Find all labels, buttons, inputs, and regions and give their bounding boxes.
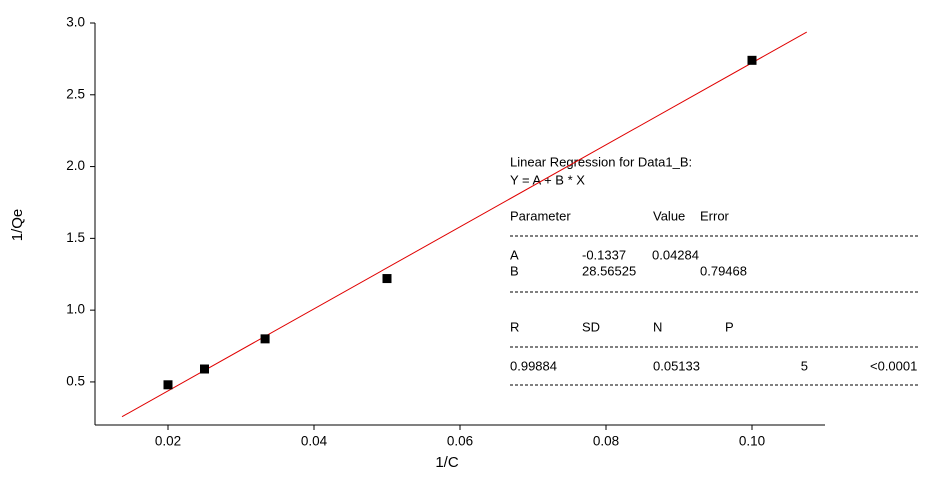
regression-equation: Y = A + B * X xyxy=(510,172,585,187)
data-point xyxy=(382,274,392,284)
x-tick-label: 0.08 xyxy=(593,434,619,449)
param-cell: -0.1337 xyxy=(582,247,626,262)
x-axis-label: 1/C xyxy=(435,454,459,471)
param-cell: 28.56525 xyxy=(582,263,636,278)
data-point xyxy=(260,334,270,344)
stat-cell: 0.05133 xyxy=(653,358,700,373)
header-cell: SD xyxy=(582,319,600,334)
param-cell: 0.04284 xyxy=(652,247,699,262)
header-cell: N xyxy=(653,319,662,334)
fit-line xyxy=(121,31,807,418)
header-cell: Parameter xyxy=(510,208,571,223)
data-point xyxy=(747,55,757,65)
x-tick-label: 0.04 xyxy=(301,434,328,449)
x-tick-label: 0.06 xyxy=(447,434,473,449)
header-cell: Error xyxy=(700,208,730,223)
regression-box: Linear Regression for Data1_B: Y = A + B… xyxy=(510,154,918,386)
data-point xyxy=(163,380,173,390)
y-tick-label: 1.5 xyxy=(66,230,85,245)
param-cell: A xyxy=(510,247,519,262)
y-tick-label: 2.5 xyxy=(66,86,85,101)
stat-cell: 0.99884 xyxy=(510,358,557,373)
y-tick-label: 1.0 xyxy=(66,302,85,317)
header-cell: P xyxy=(725,319,734,334)
data-point xyxy=(200,364,209,374)
y-tick-label: 3.0 xyxy=(66,15,85,30)
header-cell: R xyxy=(510,319,519,334)
x-tick-label: 0.02 xyxy=(155,434,181,449)
param-cell: 0.79468 xyxy=(700,263,747,278)
y-tick-label: 0.5 xyxy=(66,373,85,388)
regression-title: Linear Regression for Data1_B: xyxy=(510,154,692,169)
stat-cell: <0.0001 xyxy=(870,358,917,373)
y-axis-label: 1/Qe xyxy=(9,209,26,242)
param-cell: B xyxy=(510,263,519,278)
header-cell: Value xyxy=(653,208,685,223)
y-tick-label: 2.0 xyxy=(66,158,85,173)
stat-cell: 5 xyxy=(801,358,808,373)
x-tick-label: 0.10 xyxy=(739,434,765,449)
